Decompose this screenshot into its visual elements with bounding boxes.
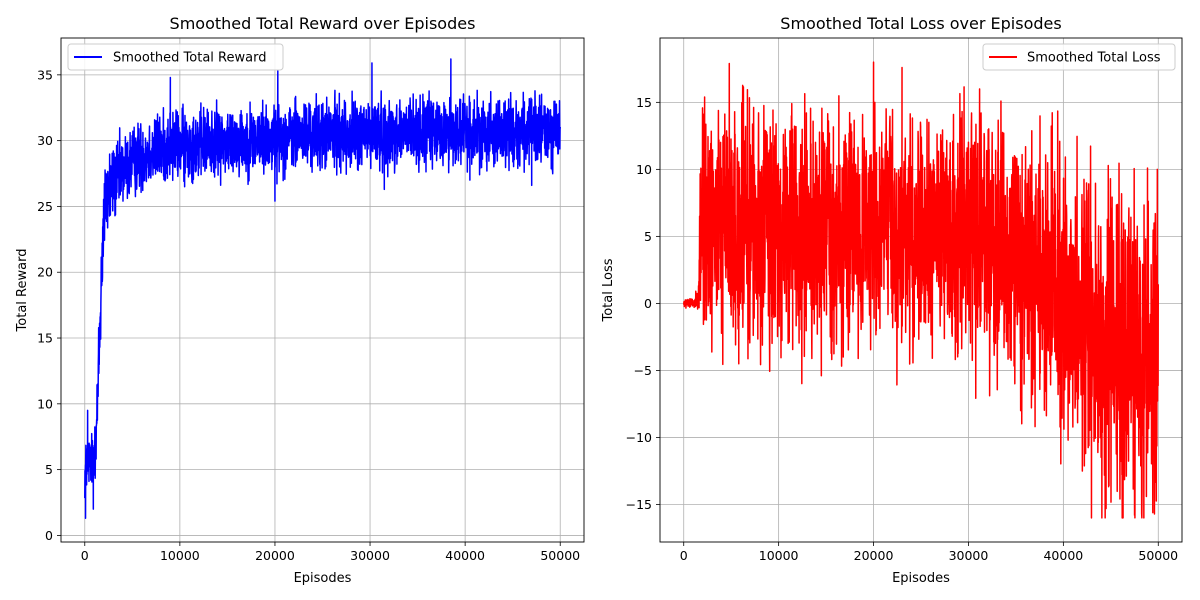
reward-x-tick-label: 20000 (255, 548, 295, 563)
loss-y-tick-label: 0 (644, 296, 652, 311)
loss-y-tick-label: −10 (626, 430, 652, 445)
reward-y-tick-label: 30 (37, 133, 53, 148)
loss-series-line (682, 61, 1160, 519)
reward-y-tick-label: 35 (37, 67, 53, 82)
loss-series-clip (682, 61, 1160, 519)
loss-y-tick-label: −15 (626, 497, 652, 512)
loss-y-tick-label: 15 (636, 95, 652, 110)
reward-x-axis-label: Episodes (294, 571, 352, 586)
reward-legend: Smoothed Total Reward (67, 43, 284, 71)
reward-x-tick-label: 40000 (445, 548, 485, 563)
reward-legend-label: Smoothed Total Reward (113, 51, 266, 66)
reward-y-axis-label: Total Reward (15, 249, 30, 333)
loss-x-ticks: 0 10000 20000 30000 40000 50000 (680, 542, 1178, 563)
loss-x-tick-label: 20000 (854, 548, 894, 563)
loss-x-tick-label: 10000 (759, 548, 799, 563)
reward-series-clip (84, 58, 561, 520)
loss-y-ticks: −15 −10 −5 0 5 10 15 (626, 95, 660, 512)
loss-x-tick-label: 0 (680, 548, 688, 563)
reward-y-tick-label: 15 (37, 331, 53, 346)
reward-chart-title: Smoothed Total Reward over Episodes (170, 14, 476, 33)
loss-y-axis-label: Total Loss (601, 258, 616, 322)
loss-y-tick-label: 10 (636, 162, 652, 177)
loss-y-tick-label: −5 (634, 363, 652, 378)
reward-y-tick-label: 25 (37, 199, 53, 214)
reward-y-tick-label: 0 (45, 528, 53, 543)
loss-legend-box (982, 43, 1176, 71)
loss-legend: Smoothed Total Loss (982, 43, 1176, 71)
reward-y-tick-label: 5 (45, 462, 53, 477)
reward-plot-frame (60, 37, 585, 543)
loss-x-tick-label: 50000 (1138, 548, 1178, 563)
reward-x-tick-label: 10000 (160, 548, 200, 563)
reward-x-ticks: 0 10000 20000 30000 40000 50000 (81, 542, 580, 563)
loss-axes: Smoothed Total Loss over Episodes 0 10000… (601, 14, 1183, 586)
reward-series-line (84, 58, 561, 520)
loss-legend-label: Smoothed Total Loss (1027, 51, 1161, 66)
loss-x-tick-label: 30000 (949, 548, 989, 563)
loss-chart-title: Smoothed Total Loss over Episodes (780, 14, 1061, 33)
reward-axes: Smoothed Total Reward over Episodes 0 100… (15, 14, 585, 586)
reward-legend-box (67, 43, 284, 71)
loss-x-axis-label: Episodes (892, 571, 950, 586)
loss-y-tick-label: 5 (644, 229, 652, 244)
reward-y-ticks: 0 5 10 15 20 25 30 35 (37, 67, 61, 543)
reward-x-tick-label: 30000 (350, 548, 390, 563)
reward-y-tick-label: 20 (37, 265, 53, 280)
loss-plot-frame (659, 37, 1183, 543)
reward-y-tick-label: 10 (37, 396, 53, 411)
loss-x-tick-label: 40000 (1043, 548, 1083, 563)
loss-series (682, 61, 1160, 519)
reward-series (84, 58, 561, 520)
reward-x-tick-label: 0 (81, 548, 89, 563)
reward-x-tick-label: 50000 (540, 548, 580, 563)
